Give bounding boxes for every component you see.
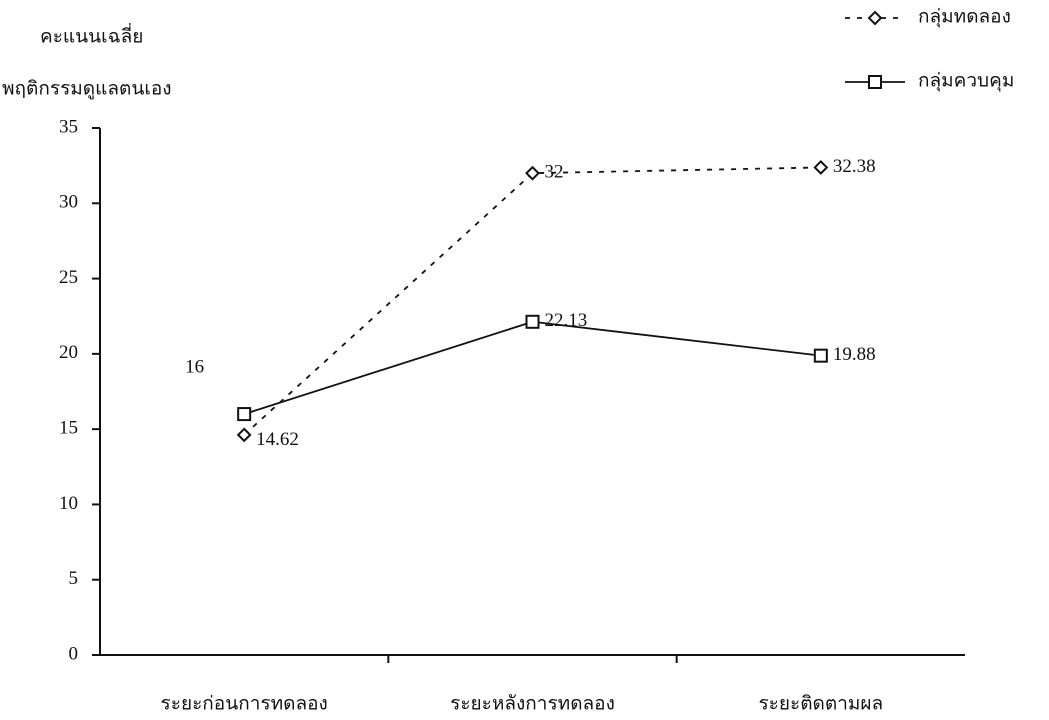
y-tick-label: 25 (59, 267, 78, 288)
series-line (243, 320, 821, 415)
y-title-line: พฤติกรรมดูแลตนเอง (2, 78, 172, 99)
legend-marker (868, 75, 882, 89)
data-label: 19.88 (833, 344, 876, 365)
y-tick-label: 10 (59, 493, 78, 514)
data-label: 22.13 (545, 310, 588, 331)
legend-marker (867, 10, 883, 26)
y-tick-label: 15 (59, 418, 78, 439)
point-marker (236, 427, 252, 443)
point-marker (525, 165, 540, 181)
x-tick-label: ระยะติดตามผล (758, 693, 883, 714)
x-tick-label: ระยะก่อนการทดลอง (161, 693, 328, 714)
point-marker (813, 160, 829, 175)
data-label: 32 (545, 162, 564, 183)
x-tick-label: ระยะหลังการทดลอง (450, 693, 615, 714)
data-label: 14.62 (256, 429, 299, 450)
legend-label: กลุ่มทดลอง (918, 6, 1011, 28)
y-tick-label: 0 (69, 643, 79, 664)
y-tick-label: 30 (59, 192, 78, 213)
y-title-line: คะแนนเฉลี่ย (40, 22, 143, 47)
legend-label: กลุ่มควบคุม (918, 70, 1014, 92)
data-label: 32.38 (833, 156, 876, 177)
y-tick-label: 20 (59, 342, 78, 363)
point-marker (813, 348, 828, 363)
y-tick-label: 35 (59, 116, 78, 137)
data-label: 16 (185, 356, 204, 377)
y-tick-label: 5 (69, 568, 79, 589)
series-line (243, 166, 821, 436)
point-marker (237, 407, 252, 422)
point-marker (525, 314, 540, 329)
